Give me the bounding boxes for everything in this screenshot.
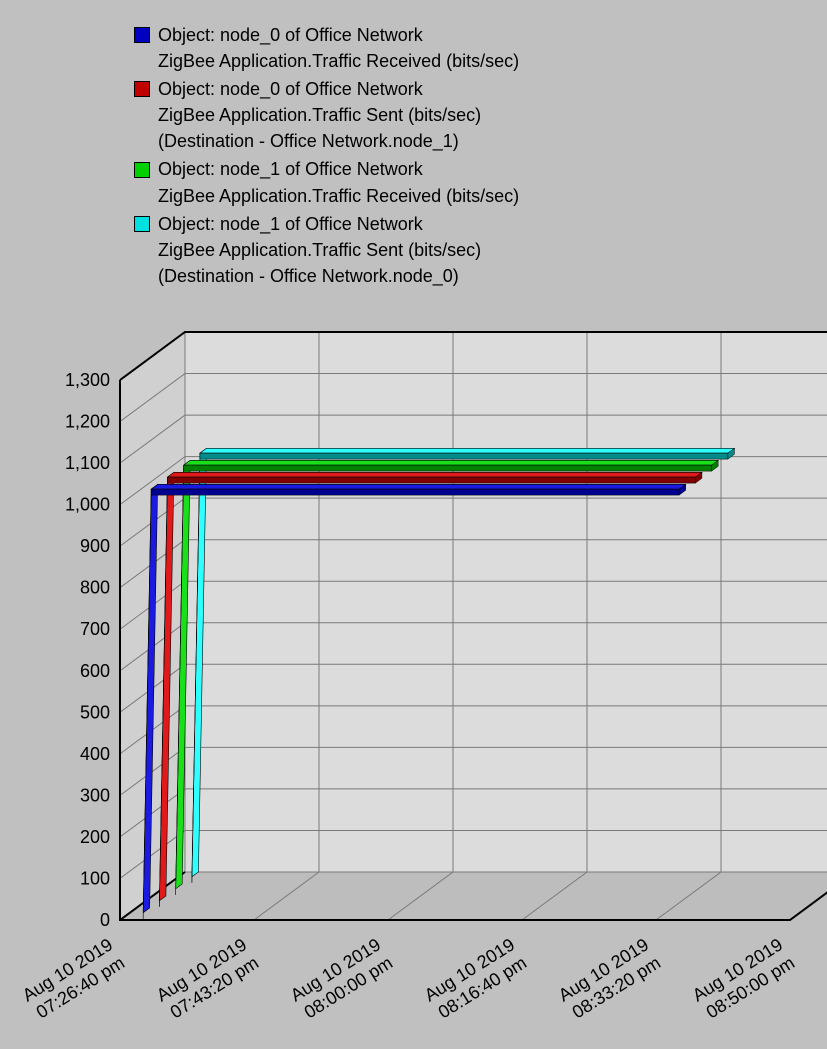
svg-text:800: 800 xyxy=(80,578,110,598)
legend-sublabel: (Destination - Office Network.node_0) xyxy=(158,263,519,289)
svg-text:300: 300 xyxy=(80,785,110,805)
svg-text:1,300: 1,300 xyxy=(65,370,110,390)
svg-text:400: 400 xyxy=(80,744,110,764)
svg-text:700: 700 xyxy=(80,619,110,639)
svg-text:500: 500 xyxy=(80,702,110,722)
legend-sublabel: (Destination - Office Network.node_1) xyxy=(158,128,519,154)
legend-sublabel: ZigBee Application.Traffic Received (bit… xyxy=(158,183,519,209)
legend-item: Object: node_0 of Office Network ZigBee … xyxy=(134,22,519,74)
legend-label: Object: node_0 of Office Network xyxy=(158,22,423,48)
svg-text:600: 600 xyxy=(80,661,110,681)
chart-legend: Object: node_0 of Office Network ZigBee … xyxy=(134,22,519,291)
legend-swatch xyxy=(134,81,150,97)
legend-sublabel: ZigBee Application.Traffic Sent (bits/se… xyxy=(158,102,519,128)
chart-svg: 0 100 200 300 400 500 600 700 800 900 1,000 1,100 1,… xyxy=(0,320,827,1049)
svg-text:100: 100 xyxy=(80,868,110,888)
svg-text:200: 200 xyxy=(80,827,110,847)
legend-item: Object: node_1 of Office Network ZigBee … xyxy=(134,211,519,289)
legend-item: Object: node_0 of Office Network ZigBee … xyxy=(134,76,519,154)
legend-sublabel: ZigBee Application.Traffic Sent (bits/se… xyxy=(158,237,519,263)
traffic-3d-chart: 0 100 200 300 400 500 600 700 800 900 1,000 1,100 1,… xyxy=(0,320,827,1049)
svg-text:0: 0 xyxy=(100,910,110,930)
legend-swatch xyxy=(134,27,150,43)
svg-text:1,100: 1,100 xyxy=(65,453,110,473)
legend-swatch xyxy=(134,162,150,178)
svg-text:1,200: 1,200 xyxy=(65,412,110,432)
legend-label: Object: node_0 of Office Network xyxy=(158,76,423,102)
legend-item: Object: node_1 of Office Network ZigBee … xyxy=(134,156,519,208)
legend-label: Object: node_1 of Office Network xyxy=(158,211,423,237)
legend-swatch xyxy=(134,216,150,232)
legend-sublabel: ZigBee Application.Traffic Received (bit… xyxy=(158,48,519,74)
svg-text:1,000: 1,000 xyxy=(65,495,110,515)
legend-label: Object: node_1 of Office Network xyxy=(158,156,423,182)
svg-text:900: 900 xyxy=(80,536,110,556)
